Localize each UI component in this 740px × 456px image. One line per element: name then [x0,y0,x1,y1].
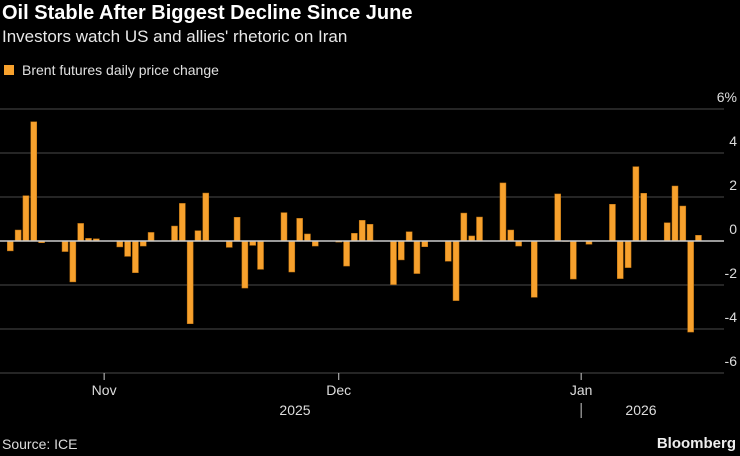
bar [171,225,178,242]
y-tick-label: 4 [729,133,737,149]
bar [61,240,69,252]
bar [226,240,233,248]
bar [468,235,475,242]
y-tick-label: 6% [717,89,737,105]
bar [7,240,14,252]
bar [69,240,77,283]
bar [679,205,687,242]
bar [624,240,632,268]
x-tick-label: Jan [570,382,593,398]
bar [507,229,515,242]
bar [257,240,264,270]
bar [452,240,460,301]
bar [398,240,405,261]
bar [296,218,303,242]
bar [288,240,296,273]
bar [304,233,311,242]
source-note: Source: ICE [2,436,78,452]
bar [139,240,147,247]
y-tick-label: -6 [725,353,738,369]
bar [132,240,139,273]
year-label: 2025 [279,402,310,418]
bar [366,224,374,242]
x-tick-label: Dec [326,382,351,398]
chart-subtitle: Investors watch US and allies' rhetoric … [2,27,348,46]
bar [390,240,397,285]
bar [147,232,155,242]
bar [358,220,366,242]
bar [186,240,194,324]
year-label: 2026 [625,402,656,418]
legend-label: Brent futures daily price change [22,62,219,78]
bar [179,203,186,242]
bar [280,212,288,242]
bar [413,240,421,274]
legend: Brent futures daily price change [4,62,219,78]
y-tick-label: 2 [729,177,737,193]
bar [499,182,507,242]
bar [116,240,124,248]
legend-swatch [4,65,14,75]
bar [30,121,38,242]
bar [233,216,241,242]
bar [405,231,413,242]
chart-title: Oil Stable After Biggest Decline Since J… [2,2,413,24]
bar [351,233,358,242]
bar [421,240,429,247]
bar [77,223,84,242]
bar [570,240,577,280]
bar [14,229,22,242]
y-tick-label: -2 [725,265,738,281]
bar [22,195,30,242]
bar [343,240,350,267]
x-tick-label: Nov [92,382,117,398]
bar [609,204,616,242]
bar [554,193,561,242]
bar [640,193,647,242]
bar [194,230,202,242]
bar [444,240,452,262]
bar [617,240,624,279]
y-tick-label: -4 [725,309,738,325]
bar [632,166,640,242]
bar [202,192,210,242]
bar [530,240,538,298]
bar [460,212,468,242]
bar [671,185,679,242]
bar [241,240,249,289]
bar [687,240,694,333]
y-tick-label: 0 [729,221,737,237]
bar [515,240,522,247]
bar [124,240,131,257]
bar [312,240,319,247]
bar [663,222,671,242]
bloomberg-logo: Bloomberg [656,435,736,452]
bar [476,216,483,242]
bar [695,235,702,242]
